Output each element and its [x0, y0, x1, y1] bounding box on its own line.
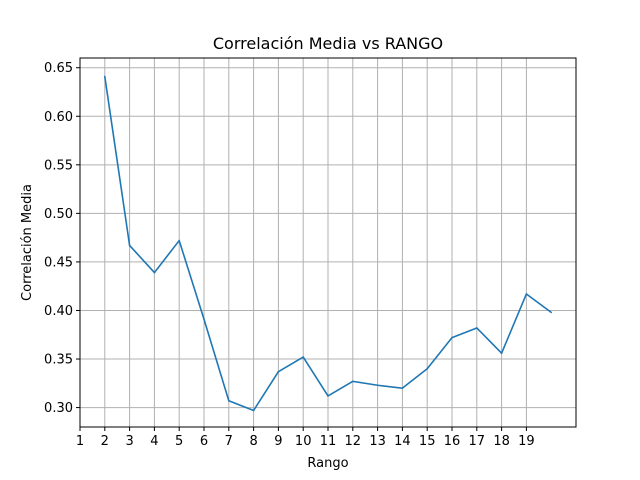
x-tick-label: 1: [76, 434, 84, 449]
data-point: [228, 399, 230, 402]
axis-ticks: 1 2 3 4 5 6 7 8 9 10 11 12 13 14 15 16 17 18 190.300.350.4…: [44, 61, 535, 449]
y-tick-label: 0.35: [44, 353, 73, 368]
data-point: [178, 239, 180, 242]
data-point: [500, 352, 503, 355]
data-point: [104, 75, 106, 78]
series: [104, 75, 552, 412]
y-axis-label: Correlación Media: [20, 184, 35, 301]
x-tick-label: 17: [469, 434, 486, 449]
x-tick-label: 6: [200, 434, 208, 449]
x-tick-label: 15: [419, 434, 436, 449]
chart-title: Correlación Media vs RANGO: [213, 34, 443, 53]
x-tick-label: 12: [345, 434, 362, 449]
data-point: [476, 327, 478, 329]
data-point: [376, 384, 379, 387]
y-tick-label: 0.50: [44, 207, 73, 222]
y-tick-label: 0.60: [44, 110, 73, 125]
data-point: [203, 318, 205, 321]
x-tick-label: 14: [394, 434, 411, 449]
x-tick-label: 18: [493, 434, 510, 449]
data-point: [128, 244, 131, 247]
x-tick-label: 11: [320, 434, 337, 449]
x-tick-label: 3: [125, 434, 133, 449]
y-tick-label: 0.45: [44, 255, 73, 270]
x-tick-label: 19: [518, 434, 535, 449]
plot-frame: [79, 57, 577, 428]
x-tick-label: 5: [175, 434, 183, 449]
data-point: [252, 409, 255, 412]
data-point: [327, 395, 329, 397]
y-tick-label: 0.65: [44, 61, 73, 76]
data-point: [352, 380, 354, 383]
data-point: [153, 271, 156, 274]
x-axis-label: Rango: [307, 456, 348, 471]
data-point: [426, 367, 429, 370]
x-tick-label: 10: [295, 434, 312, 449]
x-tick-label: 9: [274, 434, 282, 449]
data-point: [277, 370, 280, 373]
x-tick-label: 8: [249, 434, 257, 449]
x-tick-label: 4: [150, 434, 158, 449]
data-point: [302, 356, 305, 358]
data-point: [401, 387, 404, 389]
x-tick-label: 16: [444, 434, 461, 449]
y-tick-label: 0.55: [44, 158, 73, 173]
data-point: [451, 336, 453, 339]
grid: [79, 58, 576, 427]
x-tick-label: 7: [225, 434, 233, 449]
data-point: [525, 293, 528, 295]
x-tick-label: 13: [369, 434, 386, 449]
x-tick-label: 2: [101, 434, 109, 449]
data-point: [550, 311, 552, 314]
y-tick-label: 0.30: [44, 401, 73, 416]
y-tick-label: 0.40: [44, 304, 73, 319]
